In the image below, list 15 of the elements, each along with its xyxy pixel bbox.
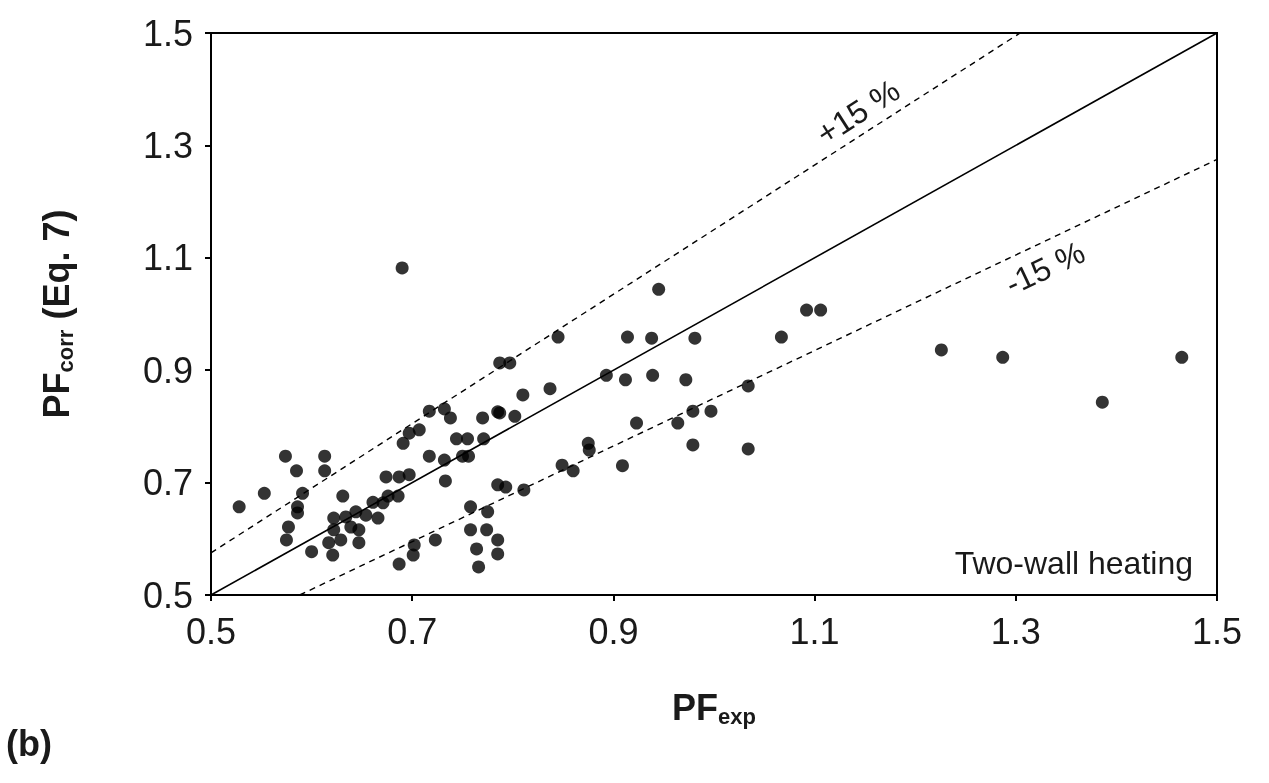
y-tick-label: 1.1: [142, 237, 193, 279]
x-tick-label: 0.7: [387, 610, 438, 652]
y-axis-title: PFcorr (Eq. 7): [35, 209, 78, 419]
annotation: +15 %: [809, 72, 907, 152]
y-tick-label: 0.7: [142, 462, 193, 504]
x-tick-label: 1.5: [1191, 610, 1243, 652]
x-tick-label: 1.3: [990, 610, 1041, 652]
y-tick-label: 0.9: [142, 349, 193, 391]
annotation: -15 %: [999, 233, 1091, 303]
x-tick-label: 1.1: [789, 610, 840, 652]
y-tick-label: 1.3: [142, 124, 193, 166]
annotation: Two-wall heating: [954, 545, 1193, 581]
y-tick-label: 1.5: [142, 12, 193, 54]
x-tick-label: 0.9: [588, 610, 639, 652]
text: (b): [6, 722, 52, 764]
